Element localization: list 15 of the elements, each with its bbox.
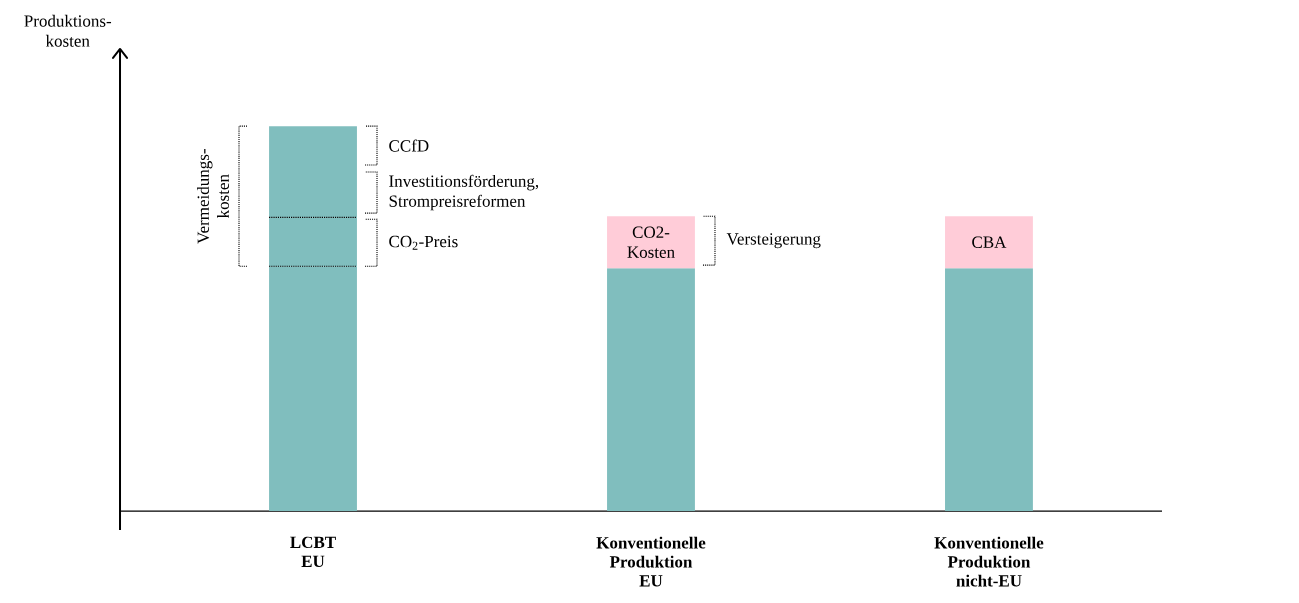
annotation: CCfD — [389, 139, 429, 152]
annotation: Versteigerung — [726, 233, 821, 249]
x-tick-label: Konventionelle Produktion EU — [596, 536, 706, 587]
x-tick-label: LCBT EU — [290, 536, 336, 568]
bar — [607, 268, 695, 512]
annotation: Investitionsförderung, Strompreisreformen — [389, 174, 539, 211]
y-axis-title: Produktions-kosten — [24, 14, 112, 47]
annotation: CO2-Kosten — [627, 226, 675, 258]
bar — [945, 268, 1033, 512]
annotation: CBA — [972, 236, 1007, 248]
bar — [607, 216, 695, 269]
annotation: Vermeidungs-kosten — [197, 149, 229, 244]
bar — [945, 216, 1033, 269]
annotation: CO$_{2}$-Preis — [389, 235, 458, 250]
x-tick-label: Konventionelle Produktion nicht-EU — [934, 536, 1044, 587]
